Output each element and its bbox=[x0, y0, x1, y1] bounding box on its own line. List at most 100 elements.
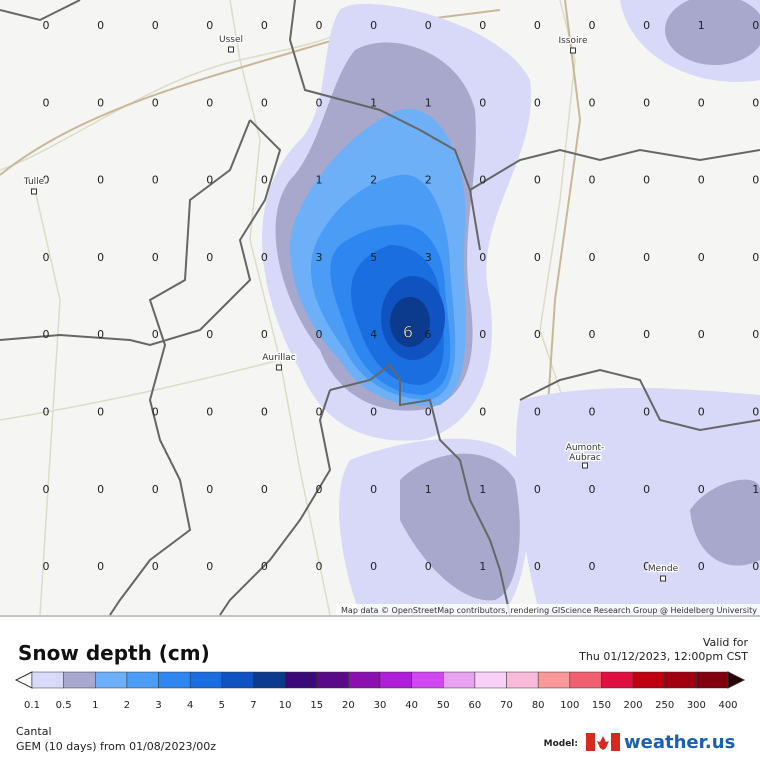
grid-value: 0 bbox=[206, 96, 213, 109]
grid-value: 0 bbox=[534, 96, 541, 109]
grid-value: 0 bbox=[152, 560, 159, 573]
grid-value: 0 bbox=[425, 19, 432, 32]
legend-label: 300 bbox=[687, 700, 706, 711]
legend-swatch bbox=[601, 671, 634, 689]
grid-value: 0 bbox=[43, 96, 50, 109]
grid-value: 0 bbox=[370, 406, 377, 419]
legend-label: 60 bbox=[469, 700, 482, 711]
grid-value: 0 bbox=[752, 406, 759, 419]
legend-label: 70 bbox=[500, 700, 513, 711]
legend-label: 3 bbox=[155, 700, 161, 711]
grid-value: 0 bbox=[643, 483, 650, 496]
legend-swatch bbox=[95, 671, 128, 689]
legend-swatch bbox=[632, 671, 665, 689]
grid-value: 0 bbox=[752, 560, 759, 573]
grid-value: 0 bbox=[97, 19, 104, 32]
grid-value: 0 bbox=[534, 174, 541, 187]
grid-value: 0 bbox=[316, 96, 323, 109]
legend-swatch bbox=[253, 671, 286, 689]
grid-value: 0 bbox=[261, 174, 268, 187]
grid-value: 0 bbox=[479, 328, 486, 341]
grid-value: 0 bbox=[316, 560, 323, 573]
grid-value: 0 bbox=[97, 96, 104, 109]
grid-value: 0 bbox=[316, 19, 323, 32]
grid-value: 3 bbox=[425, 251, 432, 264]
grid-value: 0 bbox=[97, 174, 104, 187]
legend-label: 50 bbox=[437, 700, 450, 711]
grid-value: 0 bbox=[43, 174, 50, 187]
legend-swatch bbox=[31, 671, 64, 689]
legend-swatch bbox=[63, 671, 96, 689]
legend-label: 400 bbox=[718, 700, 737, 711]
grid-value: 0 bbox=[425, 406, 432, 419]
brand: weather.us bbox=[624, 732, 735, 753]
legend: 0.1 0.5 1 2 3 4 5 7 10 15 20 30 40 50 60 70 80 100 150 200 2… bbox=[14, 671, 746, 711]
grid-value: 0 bbox=[589, 96, 596, 109]
model-label: Model: bbox=[544, 739, 578, 749]
city-marker bbox=[228, 46, 234, 53]
grid-value: 0 bbox=[152, 406, 159, 419]
grid-value: 0 bbox=[698, 560, 705, 573]
legend-label: 100 bbox=[560, 700, 579, 711]
grid-value: 1 bbox=[425, 96, 432, 109]
legend-swatch bbox=[158, 671, 191, 689]
grid-value: 0 bbox=[97, 328, 104, 341]
city-label: Issoire bbox=[558, 36, 588, 46]
grid-value: 1 bbox=[479, 483, 486, 496]
city-marker bbox=[660, 575, 666, 582]
grid-value: 0 bbox=[43, 483, 50, 496]
cities: Ussel Issoire Tulle Aurillac Aumont-Aubrac Me… bbox=[22, 34, 680, 582]
grid-value: 0 bbox=[206, 328, 213, 341]
grid-value: 0 bbox=[97, 483, 104, 496]
grid-value: 0 bbox=[152, 483, 159, 496]
legend-label: 200 bbox=[624, 700, 643, 711]
city-marker bbox=[570, 47, 576, 54]
legend-label: 0.5 bbox=[56, 700, 72, 711]
grid-value: 0 bbox=[206, 174, 213, 187]
city-marker bbox=[31, 188, 37, 195]
grid-value: 0 bbox=[316, 328, 323, 341]
max-label: 6 bbox=[403, 323, 413, 342]
grid-value: 0 bbox=[752, 328, 759, 341]
grid-value: 0 bbox=[152, 19, 159, 32]
legend-swatch bbox=[443, 671, 476, 689]
grid-value: 0 bbox=[589, 328, 596, 341]
grid-value: 0 bbox=[316, 483, 323, 496]
grid-value: 0 bbox=[589, 483, 596, 496]
city-marker bbox=[582, 462, 588, 469]
grid-value: 0 bbox=[261, 328, 268, 341]
grid-value: 0 bbox=[152, 328, 159, 341]
grid-value: 0 bbox=[479, 19, 486, 32]
grid-value: 0 bbox=[97, 251, 104, 264]
grid-value: 0 bbox=[534, 19, 541, 32]
grid-value: 0 bbox=[370, 19, 377, 32]
grid-value: 0 bbox=[643, 174, 650, 187]
grid-value: 0 bbox=[643, 251, 650, 264]
grid-value: 0 bbox=[698, 251, 705, 264]
legend-swatch bbox=[221, 671, 254, 689]
legend-swatch bbox=[126, 671, 159, 689]
grid-value: 0 bbox=[206, 406, 213, 419]
grid-value: 0 bbox=[643, 96, 650, 109]
grid-value: 0 bbox=[534, 406, 541, 419]
grid-value: 0 bbox=[589, 560, 596, 573]
grid-value: 0 bbox=[261, 96, 268, 109]
legend-low-arrow bbox=[14, 671, 33, 689]
grid-value: 0 bbox=[97, 406, 104, 419]
city-label: Aumont-Aubrac bbox=[566, 443, 605, 463]
grid-value: 0 bbox=[370, 483, 377, 496]
legend-swatch bbox=[348, 671, 381, 689]
grid-value: 0 bbox=[261, 483, 268, 496]
grid-value: 0 bbox=[589, 251, 596, 264]
grid-value: 0 bbox=[698, 96, 705, 109]
legend-swatch bbox=[474, 671, 507, 689]
grid-value: 5 bbox=[370, 251, 377, 264]
flag bbox=[586, 733, 620, 751]
grid-value: 0 bbox=[261, 560, 268, 573]
grid-value: 0 bbox=[43, 251, 50, 264]
legend-swatch bbox=[316, 671, 349, 689]
city-label: Ussel bbox=[219, 35, 243, 45]
legend-swatch bbox=[189, 671, 223, 689]
grid-value: 1 bbox=[479, 560, 486, 573]
